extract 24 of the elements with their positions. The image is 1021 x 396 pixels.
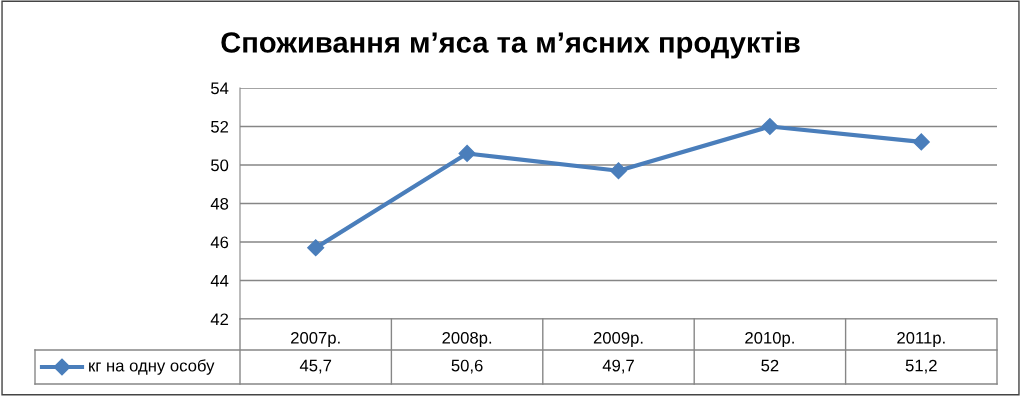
legend-label: кг на одну особу — [89, 359, 215, 375]
chart-title: Споживання м’яса та м’ясних продуктів — [221, 31, 800, 59]
x-tick-label: 2007р. — [291, 331, 340, 348]
y-tick-label: 50 — [211, 159, 229, 172]
y-tick-label: 44 — [210, 275, 229, 287]
x-tick-label: 2008р. — [442, 331, 492, 348]
data-label: 50,6 — [451, 359, 483, 374]
point — [912, 133, 930, 151]
x-tick-label: 2009р. — [593, 331, 643, 348]
point — [609, 162, 628, 180]
x-tick-label: 2011р. — [897, 331, 945, 348]
y-tick-label: 52 — [211, 120, 229, 133]
point — [458, 144, 476, 163]
data-label: 45,7 — [299, 359, 332, 374]
y-tick-label: 48 — [210, 197, 229, 210]
data-label: 49,7 — [602, 359, 634, 374]
y-tick-label: 46 — [210, 236, 229, 249]
point — [761, 117, 779, 136]
point — [307, 239, 325, 257]
data-label: 51,2 — [905, 359, 937, 374]
x-tick-label: 2010р. — [745, 331, 794, 348]
y-tick-label: 42 — [210, 313, 229, 326]
y-tick-label: 54 — [211, 82, 229, 95]
data-label: 52 — [761, 359, 779, 372]
